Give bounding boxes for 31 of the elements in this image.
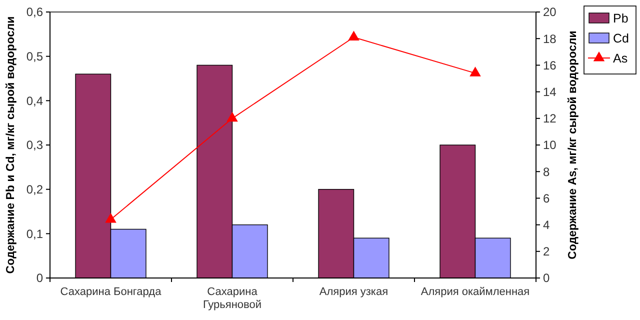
y2-tick-label: 12	[543, 112, 557, 126]
y2-tick-label: 14	[543, 85, 557, 99]
y-tick-label: 0,2	[26, 182, 44, 197]
legend-label: As	[613, 51, 628, 66]
y-tick-label: 0,3	[26, 138, 44, 152]
y-tick-label: 0,4	[26, 94, 44, 108]
x-tick-label: Сахарина Бонгарда	[60, 286, 162, 298]
y-axis-title: Содержание Pb и Cd, мг/кг сырой водоросли	[5, 16, 17, 274]
legend-label: Pb	[613, 11, 628, 26]
x-tick-label: Алярия узкая	[319, 286, 388, 298]
x-tick-label: Сахарина Гурьяновой	[202, 286, 262, 311]
point	[226, 112, 238, 122]
point	[348, 30, 360, 41]
y-tick-label: 0	[36, 271, 44, 286]
y2-axis-title: Содержание As, мг/кг сырой водоросли	[567, 30, 579, 260]
y-tick-label: 0,1	[26, 226, 44, 241]
y2-tick-label: 16	[543, 58, 557, 72]
y2-tick-label: 0	[543, 271, 550, 286]
legend-label: Cd	[613, 31, 630, 46]
y-tick-label: 0,6	[26, 5, 44, 20]
y2-tick-label: 8	[543, 164, 550, 179]
point	[105, 212, 116, 223]
y-tick-label: 0,5	[26, 50, 44, 64]
y2-tick-label: 18	[543, 32, 557, 46]
y2-tick-label: 6	[543, 191, 550, 206]
y2-tick-label: 20	[543, 5, 557, 20]
y2-tick-label: 10	[543, 138, 557, 152]
y2-tick-label: 2	[543, 244, 550, 259]
x-tick-label: Алярия окаймленная	[420, 286, 530, 298]
y2-tick-label: 4	[543, 218, 550, 232]
point	[470, 66, 481, 76]
